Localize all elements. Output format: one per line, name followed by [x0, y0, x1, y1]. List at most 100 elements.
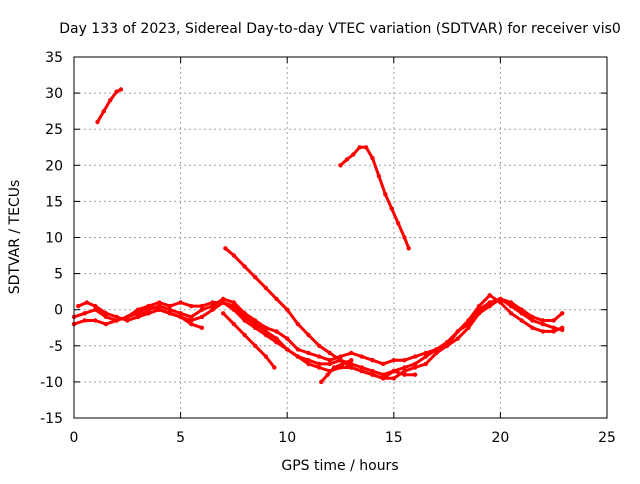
data-point — [189, 303, 194, 309]
data-point — [359, 365, 364, 370]
data-point — [178, 300, 183, 305]
data-point — [402, 365, 407, 370]
data-point — [423, 361, 428, 367]
data-point — [146, 307, 151, 312]
x-tick-label: 5 — [176, 430, 185, 446]
y-tick-label: -10 — [40, 375, 63, 391]
data-point — [285, 347, 290, 352]
data-point — [189, 321, 194, 327]
data-point — [84, 300, 90, 305]
data-point — [331, 365, 337, 370]
data-point — [295, 321, 301, 327]
data-point — [199, 325, 205, 330]
data-point — [189, 314, 194, 320]
data-point — [199, 307, 205, 312]
data-point — [380, 361, 386, 367]
data-point — [540, 329, 546, 334]
data-point — [357, 145, 362, 150]
data-point — [530, 318, 535, 323]
data-point — [391, 368, 396, 374]
data-point — [530, 325, 535, 330]
data-point — [327, 361, 332, 367]
data-point — [135, 314, 141, 320]
series-track-5 — [76, 297, 564, 366]
data-point — [317, 354, 322, 359]
data-point — [402, 358, 407, 363]
data-point — [306, 350, 311, 356]
data-point — [383, 192, 388, 197]
data-point — [82, 311, 87, 316]
data-point — [530, 314, 535, 320]
data-point — [359, 368, 364, 374]
data-point — [498, 296, 503, 302]
data-point — [274, 340, 279, 345]
data-point — [306, 361, 311, 367]
data-point — [344, 157, 350, 162]
data-point — [103, 321, 109, 327]
data-point — [444, 343, 450, 348]
data-point — [380, 376, 386, 381]
data-point — [455, 336, 460, 341]
data-point — [135, 307, 141, 312]
y-tick-label: 5 — [54, 267, 63, 283]
data-point — [370, 368, 375, 374]
data-point — [540, 321, 546, 327]
data-point — [306, 332, 311, 338]
data-point — [295, 354, 301, 359]
x-tick-label: 20 — [491, 430, 509, 446]
data-point — [167, 303, 173, 309]
x-axis-label: GPS time / hours — [281, 458, 398, 474]
data-point — [157, 303, 162, 309]
y-tick-label: -5 — [49, 339, 63, 355]
y-tick-label: -15 — [40, 411, 63, 427]
data-point — [199, 314, 205, 320]
data-point — [242, 264, 247, 269]
data-point — [242, 311, 247, 316]
chart-title: Day 133 of 2023, Sidereal Day-to-day VTE… — [59, 21, 621, 37]
data-point — [253, 318, 258, 323]
data-point — [263, 354, 269, 359]
series-track-1 — [96, 88, 123, 124]
data-point — [508, 311, 514, 316]
data-point — [253, 275, 258, 280]
data-point — [253, 325, 258, 330]
data-point — [285, 307, 290, 312]
data-point — [157, 307, 162, 312]
data-point — [103, 311, 109, 316]
data-point — [295, 347, 301, 352]
data-point — [412, 361, 418, 367]
data-point — [221, 296, 226, 302]
data-point — [82, 318, 87, 323]
data-point — [223, 246, 228, 251]
data-point — [349, 350, 354, 356]
y-tick-label: 10 — [45, 231, 63, 247]
data-point — [157, 300, 162, 305]
data-point — [476, 303, 482, 309]
data-point — [114, 314, 119, 320]
data-point — [476, 311, 482, 316]
data-point — [125, 318, 130, 323]
y-tick-label: 25 — [45, 122, 63, 138]
axis-ticks: 0 5 10 15 20 25 -15 -10 -5 0 5 10 15 20 25 30 35 — [40, 50, 616, 446]
data-point — [370, 372, 375, 377]
data-point — [412, 372, 418, 377]
data-point — [108, 98, 113, 103]
data-point — [340, 361, 345, 367]
data-point — [487, 303, 492, 309]
data-point — [231, 307, 237, 312]
data-point — [325, 372, 330, 377]
data-point — [146, 311, 151, 316]
data-point — [231, 321, 237, 327]
data-point — [551, 325, 556, 330]
data-point — [349, 365, 354, 370]
data-point — [167, 311, 173, 316]
data-point — [146, 303, 151, 309]
data-point — [114, 318, 119, 323]
data-point — [306, 358, 311, 363]
data-point — [210, 303, 215, 309]
data-point — [263, 332, 269, 338]
data-point — [519, 318, 524, 323]
y-axis-label: SDTVAR / TECUs — [7, 180, 23, 295]
data-point — [210, 307, 215, 312]
data-point — [391, 376, 396, 381]
